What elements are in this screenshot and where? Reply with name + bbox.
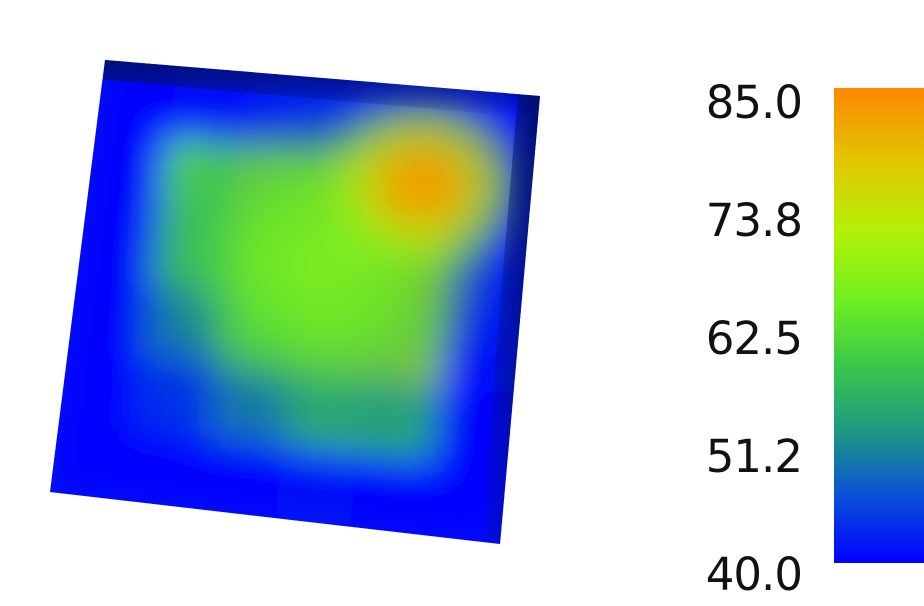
heatmap-cell: [125, 428, 209, 510]
heatmap-cell: [50, 420, 134, 501]
heatmap-cell: [86, 132, 169, 211]
colorbar-tick-label: 51.2: [705, 430, 803, 483]
heatmap-cell: [68, 276, 152, 356]
heatmap-cell: [59, 348, 143, 429]
colorbar-tick-label: 73.8: [705, 194, 803, 247]
heatmap-peak: [311, 89, 532, 280]
heatmap-cell: [275, 444, 358, 527]
heatmap-cell: [200, 436, 283, 518]
colorbar-tick-label: 40.0: [705, 548, 803, 601]
colorbar-tick-label: 85.0: [705, 76, 803, 129]
colorbar: [834, 88, 924, 563]
colorbar-tick-label: 62.5: [705, 312, 803, 365]
heatmap-field: [50, 60, 540, 544]
heatmap-cell: [350, 452, 433, 536]
